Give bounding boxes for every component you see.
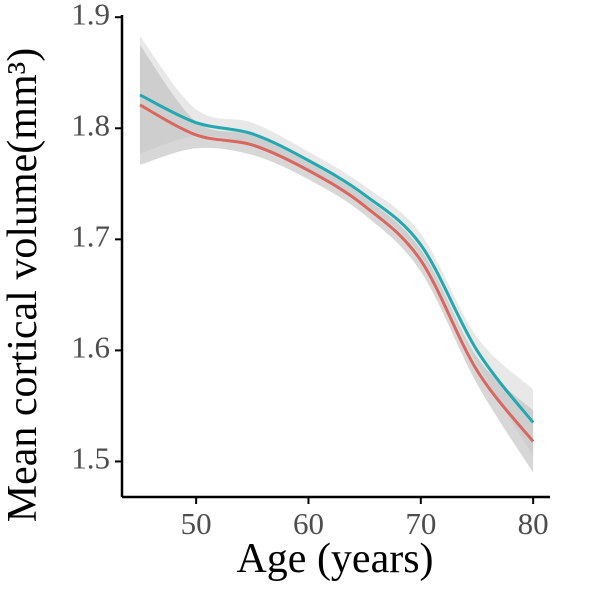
series-line [139,93,535,424]
series-line [139,103,535,443]
x-tick-label: 60 [293,506,324,541]
confidence-band [139,44,534,473]
y-tick-label: 1.8 [71,107,110,142]
x-tick-label: 50 [181,506,212,541]
y-axis-title: Mean cortical volume(mm³) [0,48,46,522]
confidence-band [139,36,534,456]
y-tick-label: 1.5 [71,441,110,476]
y-tick-label: 1.7 [71,218,110,253]
x-axis-title: Age (years) [236,536,433,582]
y-tick-label: 1.9 [71,0,110,31]
x-tick-label: 70 [405,506,436,541]
x-tick-label: 80 [518,506,549,541]
y-tick-label: 1.6 [71,330,110,365]
